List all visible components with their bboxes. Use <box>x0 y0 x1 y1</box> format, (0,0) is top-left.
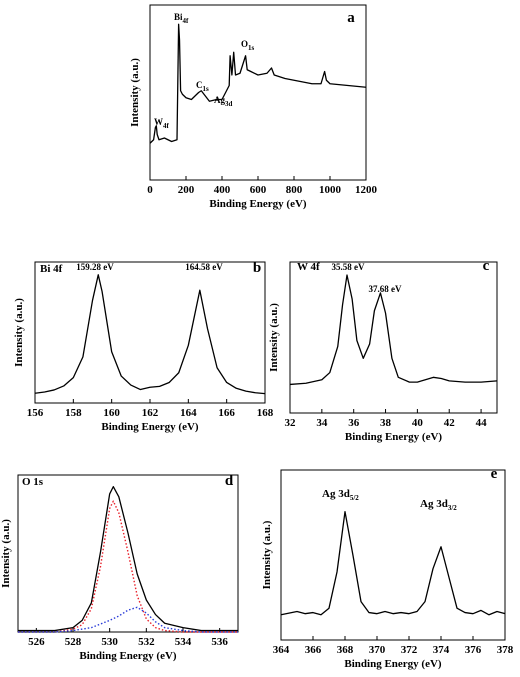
peak-annotation: Bi4f <box>174 12 189 25</box>
data-line <box>18 500 238 633</box>
y-axis-label: Intensity (a.u.) <box>129 58 141 127</box>
annotation-text: 35.58 eV <box>332 262 365 272</box>
x-tick-label: 168 <box>257 407 274 419</box>
x-tick-label: 368 <box>337 644 354 656</box>
annotation-text: O <box>241 39 248 49</box>
x-tick-label: 162 <box>142 407 159 419</box>
x-tick-label: 166 <box>218 407 235 419</box>
annotation-subscript: 4f <box>163 122 170 130</box>
x-tick-label: 164 <box>180 407 197 419</box>
annotation-subscript: 1s <box>203 85 210 93</box>
peak-annotation: O1s <box>241 39 255 52</box>
panel-label: d <box>225 473 234 489</box>
annotation-text: C <box>196 80 203 90</box>
peak-annotation: Ag 3d5/2 <box>322 488 359 502</box>
annotation-text: Ag 3d <box>322 488 350 500</box>
x-tick-label: 38 <box>380 417 392 429</box>
annotation-text: W <box>154 117 163 127</box>
x-tick-label: 156 <box>27 407 44 419</box>
x-axis-label: Binding Energy (eV) <box>209 198 307 210</box>
x-tick-label: 400 <box>214 184 231 196</box>
panel-title: Bi 4f <box>40 263 63 275</box>
annotation-subscript: 5/2 <box>350 494 359 502</box>
x-tick-label: 600 <box>250 184 267 196</box>
x-tick-label: 800 <box>286 184 303 196</box>
peak-annotation: W4f <box>154 117 170 130</box>
annotation-text: 159.28 eV <box>76 262 114 272</box>
x-tick-label: 32 <box>285 417 297 429</box>
x-tick-label: 158 <box>65 407 82 419</box>
plot-frame <box>289 261 498 414</box>
panel-label: b <box>253 260 261 276</box>
y-axis-label: Intensity (a.u.) <box>13 298 25 367</box>
annotation-text: Bi <box>174 12 183 22</box>
x-tick-label: 1000 <box>319 184 342 196</box>
x-axis-label: Binding Energy (eV) <box>79 650 177 662</box>
panel: 0 200 400 600 800 1000 1200 Binding Energy (eV)… <box>129 4 378 210</box>
x-tick-label: 160 <box>103 407 120 419</box>
panel-label: a <box>347 10 355 26</box>
panel-title: O 1s <box>22 476 44 488</box>
x-tick-label: 34 <box>316 417 328 429</box>
y-axis-label: Intensity (a.u.) <box>0 519 12 588</box>
x-tick-label: 366 <box>305 644 322 656</box>
annotation-text: Ag 3d <box>420 498 448 510</box>
panel: 364 366 368 370 372 374 376 378 Binding Energy (… <box>261 466 514 670</box>
x-tick-label: 526 <box>28 636 45 648</box>
peak-annotation: 37.68 eV <box>369 284 402 294</box>
x-tick-label: 364 <box>273 644 290 656</box>
peak-annotation: Ag 3d3/2 <box>420 498 457 512</box>
x-tick-label: 370 <box>369 644 386 656</box>
annotation-subscript: 1s <box>248 44 255 52</box>
peak-annotation: 35.58 eV <box>332 262 365 272</box>
panel-label: c <box>483 258 490 274</box>
x-axis-label: Binding Energy (eV) <box>345 431 443 443</box>
annotation-subscript: 4f <box>183 17 190 25</box>
x-tick-label: 1200 <box>355 184 378 196</box>
x-tick-label: 40 <box>412 417 424 429</box>
x-tick-label: 530 <box>101 636 118 648</box>
y-axis-label: Intensity (a.u.) <box>268 303 280 372</box>
data-line <box>18 606 238 633</box>
x-tick-label: 536 <box>211 636 228 648</box>
panel: 156 158 160 162 164 166 168 Binding Energy (eV)… <box>13 260 274 433</box>
x-axis-label: Binding Energy (eV) <box>101 421 199 433</box>
panel: 526 528 530 532 534 536 Binding Energy (eV) Int… <box>0 473 239 662</box>
data-line <box>18 485 238 632</box>
y-axis-label: Intensity (a.u.) <box>261 520 273 589</box>
plot-frame <box>34 261 266 404</box>
plot-frame <box>280 469 506 641</box>
peak-annotation: 164.58 eV <box>185 262 223 272</box>
annotation-text: 164.58 eV <box>185 262 223 272</box>
data-line <box>289 274 498 386</box>
x-tick-label: 372 <box>401 644 418 656</box>
data-line <box>280 511 506 616</box>
plot-frame <box>17 474 239 633</box>
x-tick-label: 528 <box>65 636 82 648</box>
x-tick-label: 0 <box>147 184 153 196</box>
panel-title: W 4f <box>297 261 320 273</box>
x-axis-label: Binding Energy (eV) <box>344 658 442 670</box>
x-tick-label: 42 <box>444 417 456 429</box>
peak-annotation: 159.28 eV <box>76 262 114 272</box>
x-tick-label: 200 <box>178 184 195 196</box>
x-tick-label: 376 <box>465 644 482 656</box>
panel-label: e <box>491 466 498 482</box>
annotation-subscript: 3d <box>225 100 233 108</box>
x-tick-label: 44 <box>476 417 488 429</box>
data-line <box>34 274 266 395</box>
data-line <box>149 23 367 144</box>
x-tick-label: 378 <box>497 644 514 656</box>
x-tick-label: 532 <box>138 636 155 648</box>
panel: 32 34 36 38 40 42 44 Binding Energy (eV) Intensi… <box>268 258 498 443</box>
plot-frame <box>149 4 367 181</box>
annotation-subscript: 3/2 <box>448 504 457 512</box>
x-tick-label: 36 <box>348 417 360 429</box>
x-tick-label: 374 <box>433 644 450 656</box>
peak-annotation: C1s <box>196 80 209 93</box>
x-tick-label: 534 <box>175 636 192 648</box>
annotation-text: 37.68 eV <box>369 284 402 294</box>
